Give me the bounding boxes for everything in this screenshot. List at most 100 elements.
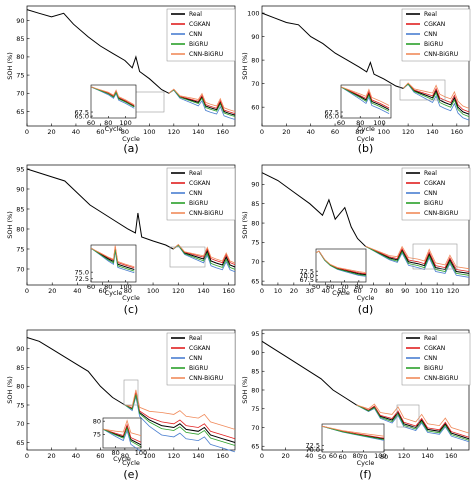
series-line-cnn-inset-4: [102, 428, 142, 452]
series-line-cgkan-0: [168, 88, 236, 114]
legend-entry: Real: [424, 11, 437, 18]
x-tick-label: 140: [197, 287, 209, 295]
series-line-cnn-bigru-5: [356, 403, 470, 434]
x-tick-label: 160: [451, 128, 463, 136]
y-tick-label: 100: [247, 9, 259, 17]
legend-entry: BiGRU: [424, 365, 443, 372]
x-tick-label: 120: [172, 287, 184, 295]
series-line-cnn-bigru-0: [168, 88, 236, 112]
x-tick-label: 80: [124, 287, 132, 295]
legend-entry: BiGRU: [189, 41, 208, 48]
series-line-cgkan-4: [124, 392, 236, 440]
series-line-cnn-bigru-1: [402, 82, 470, 109]
inset-y-tick-label: 72.5: [306, 442, 320, 450]
legend-entry: CGKAN: [189, 345, 210, 352]
y-tick-label: 65: [16, 108, 24, 116]
axes-frame: [26, 5, 236, 127]
inset-y-tick-label: 70.0: [300, 272, 314, 280]
y-tick-label: 80: [16, 53, 24, 61]
x-axis-label: Cycle: [357, 459, 375, 467]
y-tick-label: 65: [16, 439, 24, 447]
legend-entry: CNN: [424, 31, 437, 38]
legend: Real CGKAN CNN BiGRU CNN-BiGRU: [401, 8, 471, 62]
x-tick-label: 140: [426, 128, 438, 136]
axes-frame: [261, 5, 470, 127]
legend: Real CGKAN CNN BiGRU CNN-BiGRU: [166, 167, 236, 221]
series-line-bigru-5: [356, 404, 470, 441]
x-tick-label: 90: [401, 287, 409, 295]
inset-y-tick-label: 67.5: [300, 276, 314, 284]
y-tick-label: 70: [16, 90, 24, 98]
legend-entry: CGKAN: [189, 180, 210, 187]
y-tick-label: 90: [251, 33, 259, 41]
series-line-cnn-bigru-inset-0: [90, 86, 135, 106]
series-line-cnn-3: [365, 245, 470, 278]
legend-box: [166, 8, 236, 62]
legend-entry: CNN-BiGRU: [424, 51, 458, 58]
series-line-cgkan-inset-4: [102, 423, 142, 443]
x-tick-label: 120: [398, 452, 410, 460]
inset-x-tick-label: 80: [112, 449, 120, 457]
y-tick-label: 80: [16, 225, 24, 233]
series-line-cgkan-3: [365, 245, 470, 272]
legend-entry: CNN: [189, 355, 202, 362]
legend-entry: CGKAN: [424, 21, 445, 28]
inset-x-tick-label: 70: [340, 283, 348, 291]
x-axis-label: Cycle: [122, 135, 140, 143]
x-tick-label: 0: [260, 287, 264, 295]
inset-y-tick-label: 65.0: [75, 112, 89, 120]
x-tick-label: 120: [168, 128, 180, 136]
legend-box: [401, 8, 471, 62]
x-tick-label: 10: [274, 287, 282, 295]
zoom-region: [399, 79, 446, 101]
y-axis-label: SOH (%): [6, 52, 14, 79]
x-tick-label: 140: [192, 452, 204, 460]
panel-caption: (c): [124, 303, 139, 316]
y-axis-label: SOH (%): [6, 211, 14, 238]
series-line-cgkan-2: [172, 244, 236, 265]
inset-frame: [315, 248, 367, 283]
inset-x-tick-label: 50: [312, 283, 320, 291]
zoom-region: [123, 379, 139, 406]
inset-x-tick-label: 70: [359, 453, 367, 461]
x-tick-label: 20: [47, 452, 55, 460]
x-tick-label: 0: [260, 452, 264, 460]
y-tick-label: 70: [251, 424, 259, 432]
series-line-cgkan-inset-0: [90, 86, 135, 107]
legend-box: [166, 332, 236, 386]
subplot-2: 0 20 40 60 80 100 120 140 160707580859095CycleSO…: [6, 164, 236, 316]
x-tick-label: 60: [98, 287, 106, 295]
zoom-region: [169, 246, 206, 268]
x-tick-label: 20: [47, 128, 55, 136]
axes-frame: [261, 164, 470, 286]
x-tick-label: 80: [121, 452, 129, 460]
y-tick-label: 95: [251, 330, 259, 338]
inset-x-tick-label: 80: [104, 283, 112, 291]
inset-x-axis-label: Cycle: [105, 289, 123, 297]
x-tick-label: 160: [445, 452, 457, 460]
legend-entry: CNN-BiGRU: [189, 375, 223, 382]
inset-x-tick-label: 60: [326, 283, 334, 291]
x-tick-label: 120: [402, 128, 414, 136]
inset-x-axis-label: Cycle: [357, 125, 375, 133]
series-line-real-0: [26, 9, 236, 116]
y-tick-label: 90: [251, 181, 259, 189]
x-tick-label: 100: [147, 287, 159, 295]
x-tick-label: 40: [307, 128, 315, 136]
x-tick-label: 40: [72, 452, 80, 460]
series-line-cnn-inset-1: [340, 86, 390, 114]
x-tick-label: 0: [25, 128, 29, 136]
x-tick-label: 30: [306, 287, 314, 295]
y-tick-label: 70: [251, 258, 259, 266]
inset-x-tick-label: 100: [119, 283, 131, 291]
series-line-cnn-bigru-inset-5: [321, 425, 385, 437]
legend-box: [401, 167, 471, 221]
y-tick-label: 70: [251, 80, 259, 88]
x-axis-label: Cycle: [122, 294, 140, 302]
legend-entry: BiGRU: [424, 41, 443, 48]
panel-caption: (f): [359, 468, 371, 481]
legend-entry: Real: [189, 170, 202, 177]
